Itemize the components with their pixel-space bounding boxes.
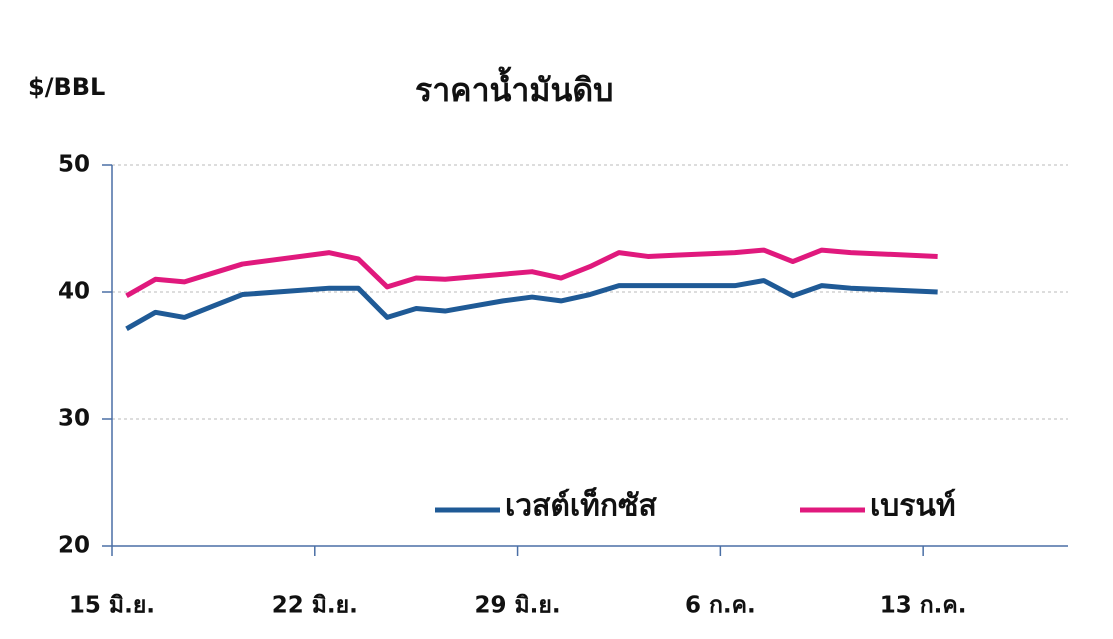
y-tick-label: 50 xyxy=(58,152,90,178)
x-tick-label: 15 มิ.ย. xyxy=(69,593,155,619)
legend-label: เบรนท์ xyxy=(870,489,956,524)
y-tick-label: 30 xyxy=(58,406,90,432)
y-tick-label: 20 xyxy=(58,533,90,559)
x-tick-label: 13 ก.ค. xyxy=(880,593,967,619)
y-axis-label: $/BBL xyxy=(28,73,105,101)
chart-title: ราคาน้ำมันดิบ xyxy=(415,66,613,109)
x-tick-label: 6 ก.ค. xyxy=(685,593,756,619)
x-tick-label: 22 มิ.ย. xyxy=(272,593,358,619)
y-tick-label: 40 xyxy=(58,279,90,305)
legend-label: เวสต์เท็กซัส xyxy=(505,487,657,524)
series-line xyxy=(125,247,938,298)
series-line xyxy=(125,278,938,332)
x-tick-label: 29 มิ.ย. xyxy=(475,593,561,619)
